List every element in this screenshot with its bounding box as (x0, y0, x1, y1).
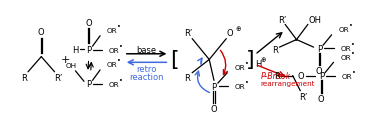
Text: •: • (294, 37, 299, 43)
Text: P: P (86, 45, 91, 54)
Text: P: P (211, 82, 216, 91)
Text: OR: OR (340, 46, 351, 52)
Text: •: • (351, 42, 355, 48)
Text: O: O (227, 29, 234, 38)
Text: OR: OR (340, 54, 351, 60)
Text: R: R (272, 45, 278, 54)
Text: OR: OR (342, 73, 353, 79)
Text: O: O (318, 94, 324, 103)
Text: •: • (119, 78, 123, 84)
Text: ⊕: ⊕ (261, 57, 266, 63)
Text: OR: OR (107, 62, 117, 68)
Text: rearrangement: rearrangement (261, 80, 315, 86)
Text: •: • (349, 23, 353, 29)
Text: •: • (119, 44, 123, 50)
Text: O: O (85, 19, 92, 28)
Text: •: • (245, 80, 249, 86)
Text: •: • (117, 24, 121, 30)
Text: •: • (117, 58, 121, 64)
Text: R: R (184, 73, 190, 82)
Text: P-Brook: P-Brook (261, 71, 291, 80)
Text: H: H (255, 59, 262, 68)
Text: ]: ] (246, 49, 254, 69)
Text: R’: R’ (278, 16, 287, 25)
Text: OH: OH (65, 63, 76, 69)
Text: O: O (297, 71, 304, 80)
Text: OR: OR (338, 27, 349, 33)
Text: O: O (316, 67, 323, 76)
Text: H: H (72, 45, 79, 54)
Text: R’: R’ (184, 29, 193, 38)
Text: reaction: reaction (129, 72, 164, 81)
Text: P: P (86, 79, 91, 88)
Text: ⊕: ⊕ (235, 26, 241, 32)
Text: •: • (353, 69, 356, 75)
Text: •: • (245, 61, 249, 67)
Text: O: O (38, 28, 44, 37)
Text: OR: OR (109, 81, 119, 87)
Text: R’: R’ (54, 73, 62, 82)
Text: retro: retro (136, 65, 157, 74)
Text: R: R (275, 71, 280, 80)
Text: O: O (211, 104, 217, 113)
Text: •: • (351, 50, 355, 56)
Text: OR: OR (235, 65, 245, 70)
Text: OR: OR (235, 83, 245, 89)
Text: base: base (136, 45, 157, 54)
Text: +: + (60, 55, 70, 65)
Text: OR: OR (107, 28, 117, 34)
Text: P: P (317, 44, 322, 53)
Text: OR: OR (109, 48, 119, 53)
Text: [: [ (170, 49, 179, 69)
Text: P: P (319, 71, 324, 80)
Text: OH: OH (309, 16, 322, 25)
Text: R’: R’ (299, 92, 307, 101)
Text: R: R (21, 73, 27, 82)
